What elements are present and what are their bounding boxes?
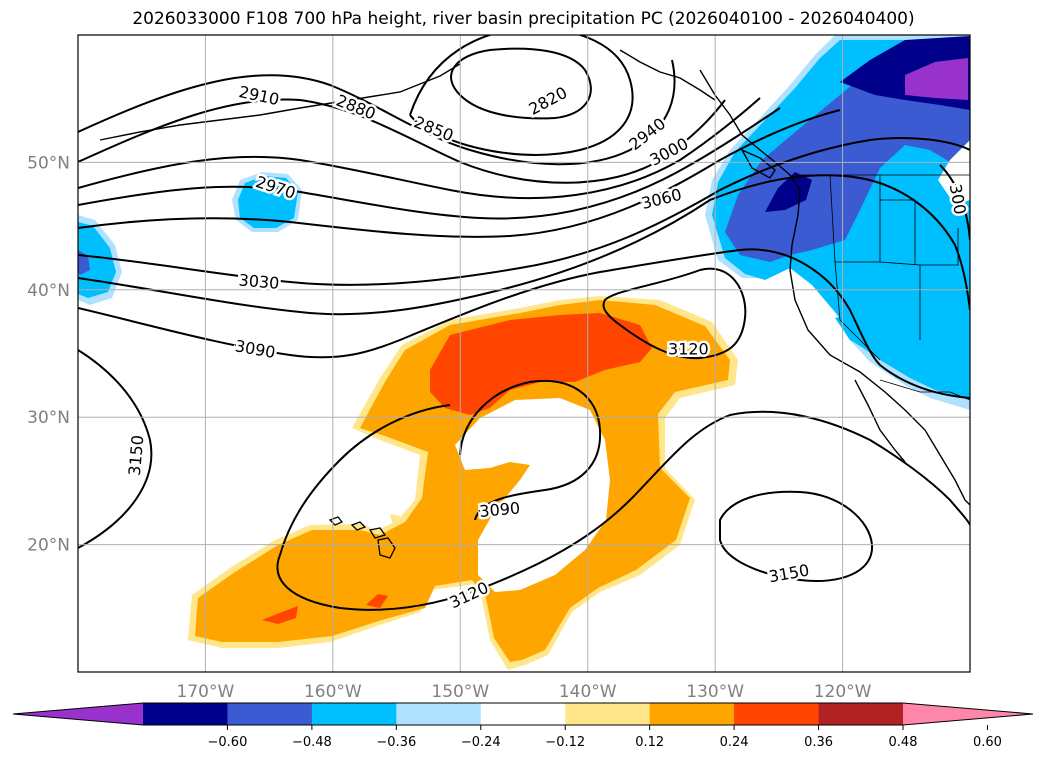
contour-3000-east (939, 164, 970, 241)
contour-2940 (78, 97, 761, 200)
contour-2820 (450, 47, 592, 120)
contour-3120-south (276, 404, 970, 611)
coastline-baja (854, 379, 906, 463)
coastline-alaska-panhandle (619, 49, 716, 101)
hawaii-oahu (350, 521, 367, 531)
height-contours (78, 35, 970, 611)
lat-label: 40°N (27, 281, 70, 301)
colorbar-swatch (143, 703, 228, 725)
colorbar-tick-label: −0.48 (292, 735, 332, 750)
hawaii-maui (368, 527, 387, 539)
lon-label: 130°W (686, 682, 744, 702)
precip-fill-dark-orange-small-1 (262, 606, 298, 624)
gridlines (78, 35, 970, 672)
colorbar-tick-label: −0.24 (461, 735, 501, 750)
precip-fill-orange (195, 300, 730, 662)
precip-fill-purple (905, 58, 968, 100)
map-title: 2026033000 F108 700 hPa height, river ba… (132, 9, 915, 29)
coastline-north-america (699, 69, 970, 506)
contour-3120-north (602, 267, 747, 360)
border-state-1 (829, 174, 881, 263)
precip-fill-sky-blue-coast (835, 312, 970, 398)
colorbar-swatch (396, 703, 482, 725)
lat-label: 30°N (27, 408, 70, 428)
colorbar-tick-label: −0.36 (376, 735, 416, 750)
precip-fill-clear-area (455, 398, 610, 592)
colorbar-outline (12, 702, 1034, 726)
colorbar-tick-label: 0.24 (720, 735, 749, 750)
contour-label: 3030 (238, 270, 280, 292)
lon-label: 160°W (304, 682, 362, 702)
border-state-4 (920, 228, 959, 266)
precip-fill-dark-orange-small-2 (366, 594, 388, 608)
contour-label: 3150 (125, 434, 147, 476)
precip-fill-dark-orange (430, 313, 652, 415)
colorbar-tick-label: 0.36 (804, 735, 833, 750)
contour-2850 (409, 35, 634, 156)
latitude-labels: 50°N 40°N 30°N 20°N (27, 153, 70, 555)
colorbar-tick-label: 0.48 (889, 735, 918, 750)
colorbar-swatch (734, 703, 820, 725)
contour-2970 (78, 107, 781, 220)
contour-2880 (78, 59, 676, 166)
contour-3000 (78, 109, 841, 238)
colorbar-swatch (818, 703, 904, 725)
precip-fill-light-yellow-edge (390, 514, 400, 522)
contour-3090-north (78, 248, 970, 399)
colorbar-swatch (649, 703, 735, 725)
coastline-vancouver-island (740, 148, 776, 179)
longitude-labels: 170°W 160°W 150°W 140°W 130°W 120°W (177, 682, 872, 702)
colorbar-swatch (565, 703, 651, 725)
contour-3090-low (459, 379, 602, 521)
colorbar: −0.60 −0.48 −0.36 −0.24 −0.12 0.12 0.24 0.36 0.4… (12, 702, 1034, 750)
lat-label: 50°N (27, 153, 70, 173)
colorbar-tick-label: −0.12 (545, 735, 585, 750)
hawaii-big-island (377, 537, 396, 559)
lon-label: 150°W (431, 682, 489, 702)
contour-3060 (78, 174, 970, 316)
contour-label: 3120 (668, 340, 709, 359)
precipitation-fill-layer (78, 35, 970, 670)
lon-label: 120°W (814, 682, 872, 702)
colorbar-tick-label: 0.12 (635, 735, 664, 750)
colorbar-tick-label: −0.60 (208, 735, 248, 750)
contour-3150-west (78, 349, 153, 549)
lon-label: 140°W (559, 682, 617, 702)
colorbar-swatch (227, 703, 313, 725)
contour-2910 (78, 98, 726, 184)
lat-label: 20°N (27, 536, 70, 556)
precip-fill-navy-small (765, 172, 812, 212)
colorbar-tick-label: 0.60 (973, 735, 1002, 750)
colorbar-extend-right (903, 703, 1033, 725)
colorbar-extend-left (13, 703, 143, 725)
precip-fill-white-gap (938, 140, 970, 205)
contour-label: 3090 (479, 498, 521, 520)
plot-frame (77, 34, 971, 673)
contour-3030 (78, 137, 970, 286)
colorbar-swatch (480, 703, 566, 725)
lon-label: 170°W (177, 682, 235, 702)
colorbar-swatch (311, 703, 397, 725)
